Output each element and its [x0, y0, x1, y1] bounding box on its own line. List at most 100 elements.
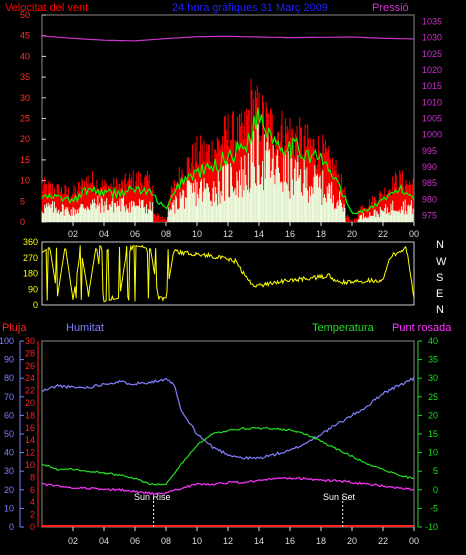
wind-y-tick: 35: [20, 72, 30, 82]
rain-y-tick: 18: [25, 410, 35, 420]
temp-x-tick: 08: [161, 536, 171, 546]
temperature-y-tick: 0: [433, 485, 438, 495]
dewpoint-title: Punt rosada: [392, 322, 452, 334]
wind-y-tick: 5: [20, 196, 25, 206]
wind-y-tick: 0: [20, 217, 25, 227]
temperature-y-tick: -10: [425, 522, 438, 532]
pressure-y-tick: 1015: [422, 81, 442, 91]
temperature-y-tick: 20: [428, 410, 438, 420]
wind-x-tick: 14: [254, 229, 264, 239]
direction-letter-s: S: [436, 272, 443, 284]
rain-y-tick: 26: [25, 361, 35, 371]
wind-y-tick: 10: [20, 176, 30, 186]
rain-y-tick: 30: [25, 336, 35, 346]
temp-x-tick: 12: [223, 536, 233, 546]
temperature-y-tick: 40: [428, 336, 438, 346]
pressure-y-tick: 980: [422, 194, 437, 204]
wind-y-tick: 45: [20, 31, 30, 41]
temperature-y-tick: 35: [428, 355, 438, 365]
rain-y-tick: 12: [25, 448, 35, 458]
temperature-title: Temperatura: [312, 322, 375, 334]
humidity-y-tick: 50: [4, 429, 14, 439]
wind-x-tick: 12: [223, 229, 233, 239]
humidity-y-tick: 100: [0, 336, 14, 346]
temp-panel-frame: [41, 340, 415, 528]
rain-y-tick: 6: [30, 485, 35, 495]
rain-y-tick: 16: [25, 423, 35, 433]
temperature-y-tick: 30: [428, 373, 438, 383]
humidity-y-tick: 40: [4, 448, 14, 458]
temp-x-tick: 22: [378, 536, 388, 546]
rain-y-tick: 28: [25, 348, 35, 358]
humidity-y-tick: 30: [4, 466, 14, 476]
wind-y-tick: 20: [20, 134, 30, 144]
temp-x-tick: 16: [285, 536, 295, 546]
pressure-y-tick: 1030: [422, 33, 442, 43]
temperature-line: [41, 426, 415, 486]
temp-x-tick: 20: [347, 536, 357, 546]
pressure-y-tick: 995: [422, 146, 437, 156]
temp-x-tick: 04: [99, 536, 109, 546]
wind-x-tick: 18: [316, 229, 326, 239]
rain-y-tick: 10: [25, 460, 35, 470]
wind-x-tick: 04: [99, 229, 109, 239]
rain-y-tick: 14: [25, 435, 35, 445]
humidity-y-tick: 10: [4, 503, 14, 513]
wind-y-tick: 25: [20, 114, 30, 124]
temperature-y-tick: 10: [428, 448, 438, 458]
temp-x-tick: 06: [130, 536, 140, 546]
temp-x-tick: 14: [254, 536, 264, 546]
wind-y-tick: 15: [20, 155, 30, 165]
rain-y-tick: 20: [25, 398, 35, 408]
pressure-y-tick: 1035: [422, 16, 442, 26]
pressure-y-tick: 1020: [422, 65, 442, 75]
humidity-y-tick: 60: [4, 410, 14, 420]
wind-y-tick: 40: [20, 51, 30, 61]
wind-average-line: [41, 107, 415, 215]
rain-title: Pluja: [2, 322, 27, 334]
temperature-y-tick: 25: [428, 392, 438, 402]
sunset-label: Sun Set: [323, 492, 356, 502]
direction-letter-e: E: [436, 288, 443, 300]
pressure-line: [41, 35, 414, 42]
direction-y-tick: 90: [28, 284, 38, 294]
direction-letter-n2: N: [436, 304, 444, 316]
direction-y-tick: 270: [23, 253, 38, 263]
pressure-title: Pressió: [372, 2, 409, 14]
temp-x-tick: 18: [316, 536, 326, 546]
pressure-y-tick: 1010: [422, 97, 442, 107]
wind-direction-line: [41, 244, 415, 303]
wind-x-tick: 00: [409, 229, 419, 239]
humidity-y-tick: 70: [4, 392, 14, 402]
temp-x-tick: 00: [409, 536, 419, 546]
pressure-y-tick: 1025: [422, 49, 442, 59]
humidity-title: Humitat: [66, 322, 104, 334]
wind-x-tick: 02: [68, 229, 78, 239]
temperature-y-tick: 5: [433, 466, 438, 476]
pressure-y-tick: 1005: [422, 114, 442, 124]
humidity-y-tick: 0: [9, 522, 14, 532]
rain-y-tick: 0: [30, 522, 35, 532]
wind-y-tick: 50: [20, 10, 30, 20]
chart-title: 24 hora gràfiques 31 Març 2009: [172, 2, 328, 14]
wind-x-tick: 16: [285, 229, 295, 239]
humidity-line: [41, 376, 415, 461]
direction-letter-w: W: [436, 256, 447, 268]
humidity-y-tick: 80: [4, 373, 14, 383]
humidity-y-tick: 90: [4, 355, 14, 365]
wind-x-tick: 08: [161, 229, 171, 239]
wind-x-tick: 06: [130, 229, 140, 239]
pressure-y-tick: 990: [422, 162, 437, 172]
wind-x-tick: 20: [347, 229, 357, 239]
direction-y-tick: 180: [23, 269, 38, 279]
wind-x-tick: 22: [378, 229, 388, 239]
rain-y-tick: 2: [30, 510, 35, 520]
direction-panel-frame: [41, 241, 415, 306]
humidity-y-tick: 20: [4, 485, 14, 495]
temp-x-tick: 10: [192, 536, 202, 546]
sunrise-label: Sun Rise: [134, 492, 171, 502]
direction-y-tick: 0: [33, 300, 38, 310]
wind-y-tick: 30: [20, 93, 30, 103]
